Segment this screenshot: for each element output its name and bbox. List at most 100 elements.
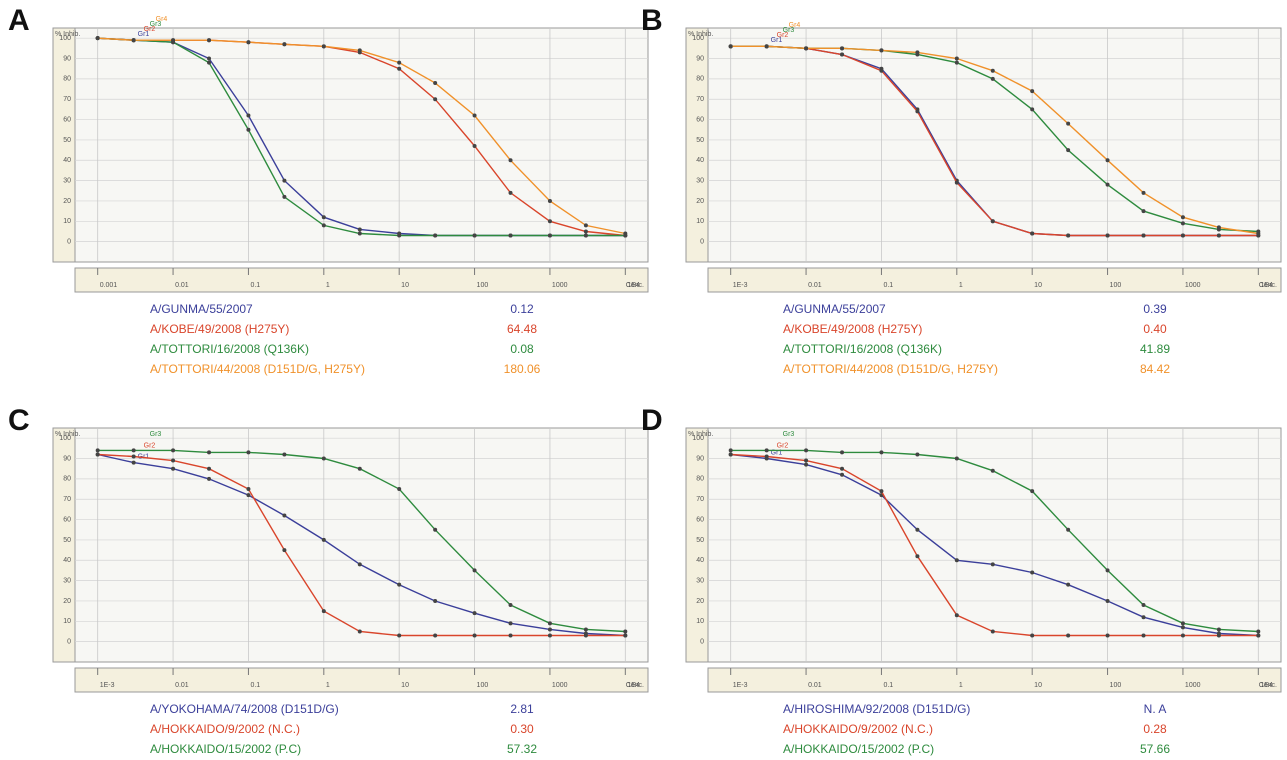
data-point bbox=[879, 489, 884, 494]
y-tick-label: 10 bbox=[63, 218, 71, 225]
data-point bbox=[1105, 182, 1110, 187]
legend-value: N. A bbox=[1144, 702, 1167, 716]
y-tick-label: 10 bbox=[696, 218, 704, 225]
y-tick-label: 50 bbox=[696, 137, 704, 144]
curve-tag: Gr1 bbox=[771, 449, 783, 456]
plot-area bbox=[707, 427, 1282, 663]
data-point bbox=[131, 454, 136, 459]
data-point bbox=[357, 466, 362, 471]
data-point bbox=[246, 493, 251, 498]
data-point bbox=[357, 562, 362, 567]
y-axis-label: % Inhib. bbox=[55, 431, 80, 438]
x-tick-label: 1E4 bbox=[1260, 282, 1273, 289]
data-point bbox=[171, 466, 176, 471]
data-point bbox=[1066, 582, 1071, 587]
data-point bbox=[321, 456, 326, 461]
y-axis-strip bbox=[685, 27, 709, 263]
legend-value: 41.89 bbox=[1140, 342, 1170, 356]
data-point bbox=[357, 48, 362, 53]
data-point bbox=[1141, 633, 1146, 638]
data-point bbox=[207, 450, 212, 455]
data-point bbox=[472, 568, 477, 573]
y-axis-strip bbox=[685, 427, 709, 663]
y-tick-label: 90 bbox=[63, 55, 71, 62]
x-tick-label: 100 bbox=[1110, 282, 1122, 289]
data-point bbox=[1030, 570, 1035, 575]
data-point bbox=[728, 452, 733, 457]
data-point bbox=[1066, 233, 1071, 238]
panel-letter: C bbox=[8, 404, 30, 437]
panel-letter: B bbox=[641, 4, 663, 37]
legend-name: A/KOBE/49/2008 (H275Y) bbox=[783, 322, 922, 336]
curve-tag: Gr3 bbox=[783, 27, 795, 34]
data-point bbox=[1180, 233, 1185, 238]
data-point bbox=[321, 223, 326, 228]
curve-tag: Gr3 bbox=[783, 431, 795, 438]
data-point bbox=[1256, 629, 1261, 634]
data-point bbox=[433, 527, 438, 532]
data-point bbox=[397, 233, 402, 238]
data-point bbox=[246, 40, 251, 45]
plot-area bbox=[74, 427, 649, 663]
curve-tag: Gr3 bbox=[150, 431, 162, 438]
x-tick-label: 1000 bbox=[1185, 682, 1201, 689]
plot-area bbox=[707, 27, 1282, 263]
panel: A % Inhib. Conc. 0 10 20 30 40 50 60 70 80 90 100 0.00… bbox=[8, 4, 649, 376]
legend-name: A/HOKKAIDO/9/2002 (N.C.) bbox=[783, 722, 933, 736]
data-point bbox=[1030, 107, 1035, 112]
data-point bbox=[508, 233, 513, 238]
data-point bbox=[1105, 158, 1110, 163]
data-point bbox=[282, 548, 287, 553]
data-point bbox=[321, 44, 326, 49]
data-point bbox=[282, 178, 287, 183]
x-tick-label: 0.1 bbox=[250, 282, 260, 289]
y-tick-label: 80 bbox=[696, 76, 704, 83]
data-point bbox=[804, 458, 809, 463]
curve-tag: Gr2 bbox=[144, 442, 156, 449]
data-point bbox=[840, 450, 845, 455]
data-point bbox=[282, 452, 287, 457]
legend-name: A/GUNMA/55/2007 bbox=[783, 302, 886, 316]
data-point bbox=[472, 633, 477, 638]
x-axis-strip bbox=[707, 667, 1282, 693]
data-point bbox=[954, 613, 959, 618]
x-axis-strip bbox=[74, 267, 649, 293]
data-point bbox=[1216, 627, 1221, 632]
x-axis-label: Conc. bbox=[1259, 682, 1277, 689]
y-tick-label: 100 bbox=[692, 435, 704, 442]
y-tick-label: 70 bbox=[63, 96, 71, 103]
legend-name: A/HIROSHIMA/92/2008 (D151D/G) bbox=[783, 702, 970, 716]
data-point bbox=[547, 219, 552, 224]
data-point bbox=[171, 448, 176, 453]
legend-name: A/TOTTORI/44/2008 (D151D/G, H275Y) bbox=[150, 362, 365, 376]
legend-name: A/KOBE/49/2008 (H275Y) bbox=[150, 322, 289, 336]
data-point bbox=[764, 44, 769, 49]
curve-tag: Gr4 bbox=[789, 22, 801, 29]
data-point bbox=[915, 527, 920, 532]
data-point bbox=[1216, 633, 1221, 638]
y-tick-label: 60 bbox=[696, 116, 704, 123]
data-point bbox=[171, 38, 176, 43]
data-point bbox=[728, 44, 733, 49]
data-point bbox=[990, 629, 995, 634]
y-tick-label: 30 bbox=[696, 177, 704, 184]
data-point bbox=[804, 462, 809, 467]
data-point bbox=[95, 452, 100, 457]
y-tick-label: 50 bbox=[63, 537, 71, 544]
data-point bbox=[764, 448, 769, 453]
data-point bbox=[246, 487, 251, 492]
y-axis-label: % Inhib. bbox=[55, 31, 80, 38]
x-tick-label: 1 bbox=[326, 282, 330, 289]
x-tick-label: 10 bbox=[401, 682, 409, 689]
x-tick-label: 1 bbox=[959, 682, 963, 689]
data-point bbox=[1030, 231, 1035, 236]
data-point bbox=[207, 476, 212, 481]
data-point bbox=[1141, 233, 1146, 238]
y-tick-label: 40 bbox=[696, 557, 704, 564]
data-point bbox=[1180, 221, 1185, 226]
x-axis-strip bbox=[74, 667, 649, 693]
legend-name: A/HOKKAIDO/15/2002 (P.C) bbox=[783, 742, 934, 756]
x-tick-label: 0.01 bbox=[175, 282, 189, 289]
x-tick-label: 0.01 bbox=[808, 282, 822, 289]
